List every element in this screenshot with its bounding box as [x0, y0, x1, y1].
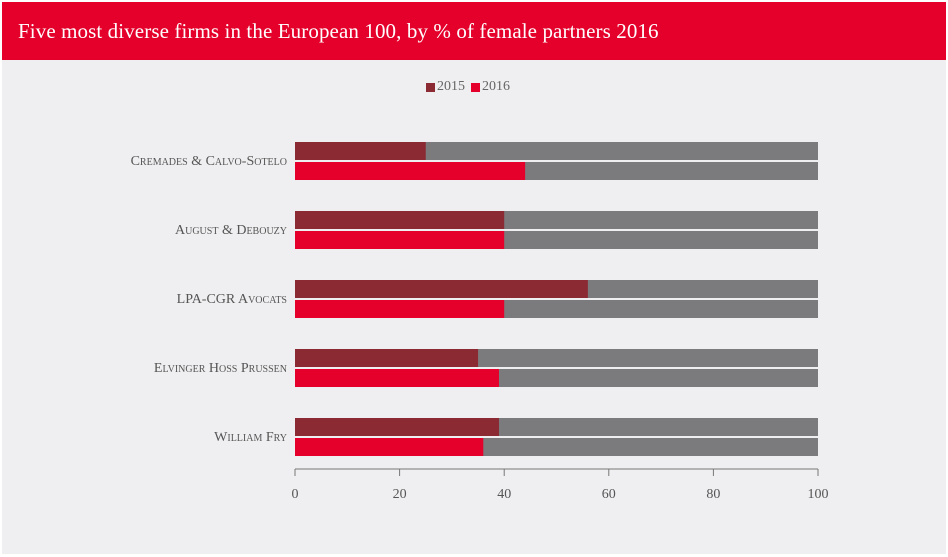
bar-2015 [295, 280, 588, 298]
legend: 2015 2016 [426, 78, 516, 96]
x-tick-label: 60 [602, 487, 616, 502]
bar-2016 [295, 300, 505, 318]
category-label: August & Debouzy [175, 223, 287, 238]
bar-2016 [295, 231, 505, 249]
bar-2016 [295, 162, 526, 180]
category-label: Elvinger Hoss Prussen [154, 361, 287, 376]
legend-swatch-2016 [471, 82, 480, 92]
x-tick-label: 0 [292, 487, 299, 502]
bar-2015 [295, 418, 499, 436]
bar-2015 [295, 211, 505, 229]
bar-2015 [295, 349, 479, 367]
category-label: Cremades & Calvo-Sotelo [131, 154, 287, 169]
category-label: William Fry [214, 430, 287, 445]
legend-swatch-2015 [426, 82, 435, 92]
legend-label-2016: 2016 [482, 79, 510, 94]
header-bar: Five most diverse firms in the European … [2, 2, 946, 60]
legend-item-2015: 2015 [426, 79, 465, 95]
x-tick-label: 20 [393, 487, 407, 502]
x-tick-label: 40 [497, 487, 511, 502]
chart-title: Five most diverse firms in the European … [18, 19, 659, 43]
legend-label-2015: 2015 [437, 79, 465, 94]
legend-item-2016: 2016 [471, 79, 510, 95]
bar-2016 [295, 369, 499, 387]
bar-2015 [295, 142, 426, 160]
x-tick-label: 80 [706, 487, 720, 502]
bar-2016 [295, 438, 484, 456]
x-tick-label: 100 [808, 487, 829, 502]
category-label: LPA-CGR Avocats [177, 292, 287, 307]
